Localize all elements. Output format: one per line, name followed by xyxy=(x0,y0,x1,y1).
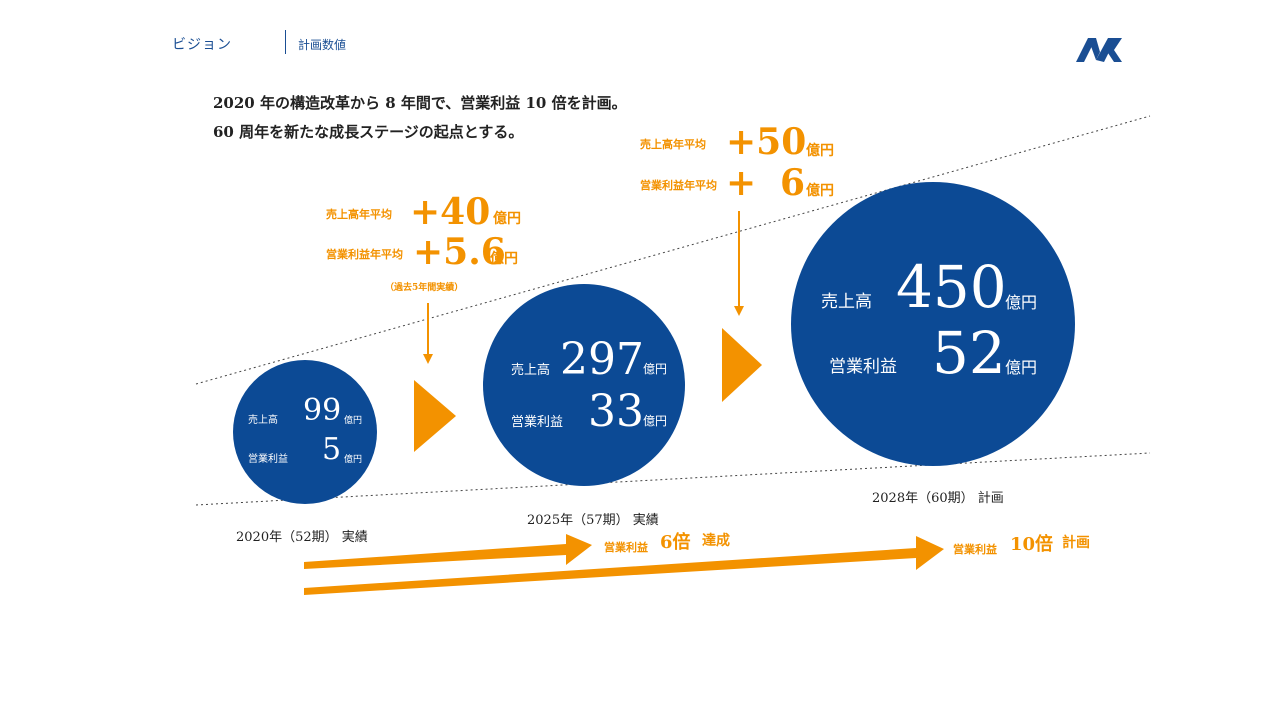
arrow-10x-label: 営業利益 xyxy=(953,543,997,556)
growth2-sales-value: +50 xyxy=(726,121,807,163)
period-2020: 2020年（52期） 実績 xyxy=(236,530,368,545)
circle-2020-profit-label: 営業利益 xyxy=(248,454,288,465)
subsection-title: 計画数値 xyxy=(298,38,347,52)
company-logo-icon xyxy=(1076,38,1122,62)
lower-trend-line xyxy=(195,452,1151,506)
arrow-6x-label: 営業利益 xyxy=(604,541,648,554)
circle-2028-profit-label: 営業利益 xyxy=(829,357,897,377)
upper-trend-line xyxy=(195,115,1151,385)
growth1-sales-value: +40 xyxy=(410,191,491,233)
circle-2020-sales-unit: 億円 xyxy=(344,416,363,426)
circle-2025-profit-label: 営業利益 xyxy=(511,415,564,430)
intro-line-1: 2020 年の構造改革から 8 年間で、営業利益 10 倍を計画。 xyxy=(213,94,627,112)
growth1-note: （過去5年間実績） xyxy=(385,283,464,293)
down-arrow-2-icon xyxy=(734,306,744,316)
growth1-profit-value: +5.6 xyxy=(413,231,506,273)
arrow-6x-value: 6倍 xyxy=(660,532,691,553)
circle-2028 xyxy=(791,182,1075,466)
circle-2025-sales-unit: 億円 xyxy=(643,362,668,376)
circle-2020-profit-unit: 億円 xyxy=(344,455,363,465)
circle-2025-sales-label: 売上高 xyxy=(511,363,551,378)
growth1-profit-unit: 億円 xyxy=(490,251,518,267)
circle-2028-profit-value: 52 xyxy=(932,319,1006,387)
circle-2020-profit-value: 5 xyxy=(322,432,342,467)
long-arrow-6x-icon xyxy=(304,534,592,569)
growth2-profit-unit: 億円 xyxy=(806,183,834,199)
circle-2025 xyxy=(483,284,685,486)
period-2028: 2028年（60期） 計画 xyxy=(872,491,1004,506)
growth2-profit-value: 6 xyxy=(780,162,806,204)
growth1-profit-label: 営業利益年平均 xyxy=(326,248,403,261)
circle-2020-sales-label: 売上高 xyxy=(248,415,278,426)
intro-line-2: 60 周年を新たな成長ステージの起点とする。 xyxy=(213,123,524,141)
down-arrow-1-icon xyxy=(423,354,433,364)
header-divider xyxy=(285,30,286,54)
growth2-profit-label: 営業利益年平均 xyxy=(640,179,717,192)
step-arrow-1-icon xyxy=(414,380,456,452)
circle-2028-sales-value: 450 xyxy=(896,253,1007,321)
long-arrow-10x-icon xyxy=(304,536,944,595)
arrow-6x-suffix: 達成 xyxy=(702,533,730,549)
period-2025: 2025年（57期） 実績 xyxy=(527,513,659,528)
section-title: ビジョン xyxy=(172,37,232,53)
circle-2028-sales-label: 売上高 xyxy=(821,292,872,312)
arrow-10x-value: 10倍 xyxy=(1010,534,1054,555)
circle-2025-profit-unit: 億円 xyxy=(643,414,668,428)
circle-2025-profit-value: 33 xyxy=(588,386,644,437)
circle-2028-profit-unit: 億円 xyxy=(1005,358,1038,377)
circle-2028-sales-unit: 億円 xyxy=(1005,293,1038,312)
circle-2020-sales-value: 99 xyxy=(303,393,342,428)
circle-2020 xyxy=(233,360,377,504)
growth2-sales-unit: 億円 xyxy=(806,143,834,159)
growth2-profit-plus: + xyxy=(726,162,757,204)
growth1-sales-label: 売上高年平均 xyxy=(326,208,392,221)
arrow-10x-suffix: 計画 xyxy=(1062,535,1090,551)
step-arrow-2-icon xyxy=(722,328,762,402)
growth1-sales-unit: 億円 xyxy=(493,211,521,227)
circle-2025-sales-value: 297 xyxy=(560,334,644,385)
growth2-sales-label: 売上高年平均 xyxy=(640,138,706,151)
